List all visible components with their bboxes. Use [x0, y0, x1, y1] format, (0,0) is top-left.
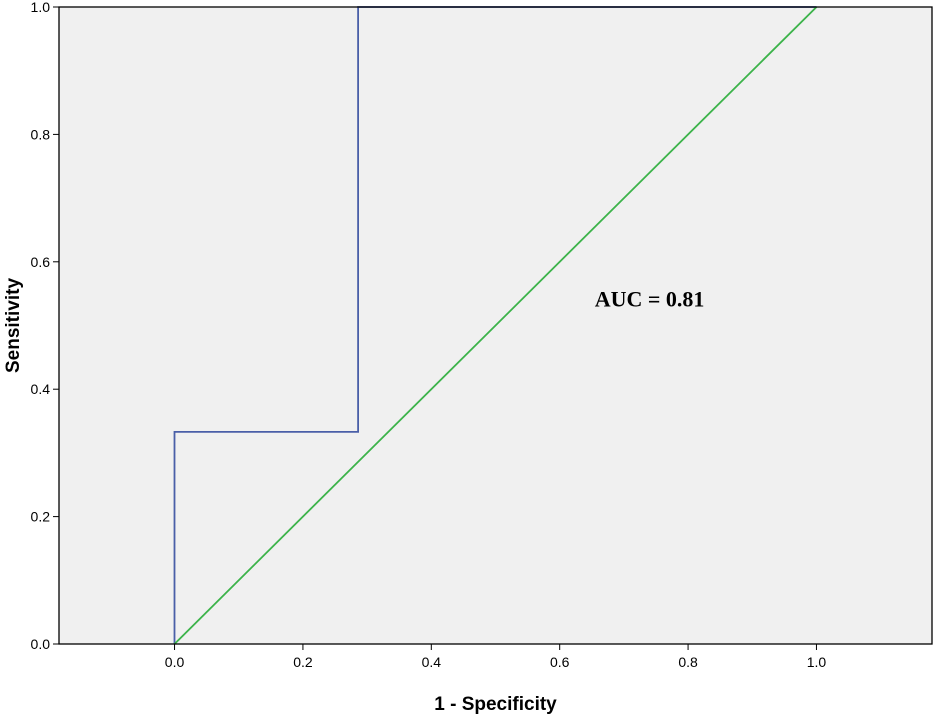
- y-tick-label: 0.8: [31, 126, 51, 142]
- y-axis: 0.0 0.2 0.4 0.6 0.8 1.0: [31, 0, 59, 652]
- reference-diagonal-line: [173, 6, 818, 645]
- x-tick-label: 0.0: [165, 654, 185, 670]
- y-tick-label: 0.0: [31, 636, 51, 652]
- x-tick-label: 0.8: [678, 654, 698, 670]
- y-tick-label: 0.2: [31, 509, 51, 525]
- x-axis: 0.0 0.2 0.4 0.6 0.8 1.0: [165, 644, 827, 670]
- y-tick-label: 1.0: [31, 0, 51, 15]
- y-tick-label: 0.4: [31, 381, 51, 397]
- x-axis-title: 1 - Specificity: [434, 694, 557, 715]
- y-axis-title: Sensitivity: [3, 278, 24, 373]
- x-tick-label: 0.6: [550, 654, 570, 670]
- annotation-layer: AUC = 0.81: [595, 286, 705, 311]
- x-tick-label: 0.4: [422, 654, 442, 670]
- x-tick-label: 0.2: [293, 654, 313, 670]
- auc-annotation: AUC = 0.81: [595, 286, 705, 311]
- plot-frame: [58, 6, 933, 645]
- x-tick-label: 1.0: [807, 654, 827, 670]
- y-tick-label: 0.6: [31, 254, 51, 270]
